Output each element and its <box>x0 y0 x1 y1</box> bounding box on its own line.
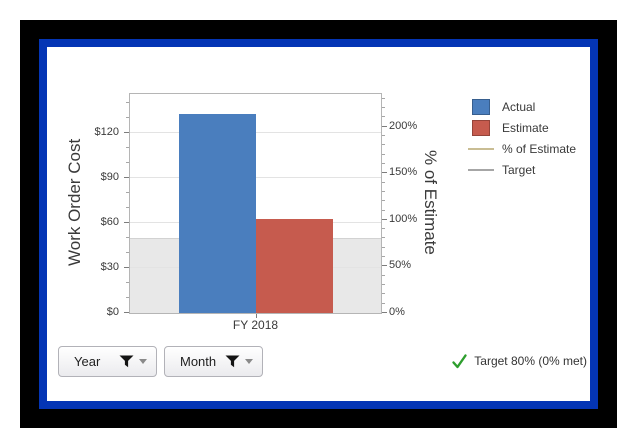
minor-tick <box>382 284 385 286</box>
legend-item-estimate[interactable]: Estimate <box>468 119 576 136</box>
left-axis-tick <box>124 222 129 223</box>
legend-marker <box>468 147 494 150</box>
minor-tick <box>382 190 385 192</box>
bar-estimate[interactable] <box>255 218 333 313</box>
minor-tick <box>382 97 385 99</box>
outer-frame: Work Order Cost $0 $30 $60 $90 $120 0% 50% 100… <box>20 20 617 428</box>
right-axis-tick-label: 200% <box>389 119 418 132</box>
left-axis-tick <box>124 177 129 178</box>
inner-frame-border: Work Order Cost $0 $30 $60 $90 $120 0% 50% 100… <box>39 39 598 409</box>
month-filter-button[interactable]: Month <box>164 346 263 377</box>
right-axis-tick-labels: 0% 50% 100% 150% 200% <box>387 93 435 318</box>
legend-label: Target <box>502 162 536 177</box>
minor-tick <box>382 237 385 239</box>
chevron-down-icon <box>139 359 147 364</box>
left-axis-tick-label: $30 <box>100 261 119 273</box>
chart-panel: Work Order Cost $0 $30 $60 $90 $120 0% 50% 100… <box>47 47 590 401</box>
checkmark-icon <box>451 353 468 370</box>
legend: Actual Estimate % of Estimate Target <box>468 98 576 178</box>
minor-tick <box>382 274 385 276</box>
right-axis-tick-label: 0% <box>389 306 405 318</box>
minor-tick <box>126 207 129 208</box>
minor-tick <box>126 192 129 193</box>
right-axis-tick <box>382 218 387 220</box>
target-status-text: Target 80% (0% met) <box>474 354 587 368</box>
left-axis-tick <box>124 267 129 268</box>
x-axis-category-label: FY 2018 <box>232 318 279 332</box>
minor-tick <box>382 116 385 118</box>
legend-swatch-actual-icon <box>468 98 494 115</box>
minor-tick <box>382 209 385 211</box>
gridline <box>130 177 381 178</box>
legend-label: % of Estimate <box>502 141 577 156</box>
right-axis-title: % of Estimate <box>421 150 440 255</box>
legend-item-target[interactable]: Target <box>468 161 576 178</box>
left-axis-tick-label: $90 <box>100 171 119 183</box>
left-axis-tick-labels: $0 $30 $60 $90 $120 <box>75 93 121 318</box>
minor-tick <box>382 106 385 108</box>
minor-tick <box>126 117 129 118</box>
right-axis-tick-label: 100% <box>389 212 418 225</box>
chevron-down-icon <box>245 359 253 364</box>
year-filter-button[interactable]: Year <box>58 346 157 377</box>
right-axis-tick <box>382 265 387 267</box>
minor-tick <box>382 302 385 304</box>
legend-swatch-estimate-icon <box>468 119 494 136</box>
minor-tick <box>382 200 385 202</box>
plot-area <box>124 93 387 318</box>
legend-line-pct-of-estimate-icon <box>468 147 494 150</box>
left-axis-tick-label: $0 <box>106 306 119 318</box>
left-axis-tick-label: $120 <box>94 126 119 138</box>
minor-tick <box>126 252 129 253</box>
minor-tick <box>382 134 385 136</box>
legend-marker <box>472 119 490 136</box>
bar-actual[interactable] <box>178 113 256 313</box>
right-axis-tick-label: 150% <box>389 166 418 179</box>
minor-tick <box>126 237 129 238</box>
right-axis-tick <box>382 125 387 127</box>
gridline <box>130 132 381 133</box>
minor-tick <box>126 147 129 148</box>
minor-tick <box>382 228 385 230</box>
x-axis-tick <box>255 314 257 318</box>
filter-funnel-icon <box>225 355 240 368</box>
minor-tick <box>126 162 129 163</box>
legend-item-pct-of-estimate[interactable]: % of Estimate <box>468 140 576 157</box>
minor-tick <box>382 256 385 258</box>
left-axis-tick <box>124 132 129 133</box>
filter-funnel-icon <box>119 355 134 368</box>
right-axis-tick <box>382 312 387 313</box>
minor-tick <box>126 282 129 283</box>
legend-label: Estimate <box>502 120 549 135</box>
minor-tick <box>382 153 385 155</box>
minor-tick <box>382 144 385 146</box>
left-axis-tick-label: $60 <box>100 216 119 228</box>
right-axis-tick <box>382 172 387 174</box>
target-status: Target 80% (0% met) <box>451 350 587 372</box>
legend-marker <box>472 98 490 115</box>
right-axis-tick-label: 50% <box>389 259 412 272</box>
month-filter-label: Month <box>180 354 217 369</box>
legend-item-actual[interactable]: Actual <box>468 98 576 115</box>
minor-tick <box>126 102 129 103</box>
minor-tick <box>126 297 129 298</box>
year-filter-label: Year <box>74 354 101 369</box>
minor-tick <box>382 246 385 248</box>
minor-tick <box>382 293 385 295</box>
minor-tick <box>382 181 385 183</box>
minor-tick <box>382 162 385 164</box>
legend-line-target-icon <box>468 168 494 171</box>
legend-label: Actual <box>502 99 536 114</box>
legend-marker <box>468 168 494 171</box>
left-axis-tick <box>124 312 129 313</box>
